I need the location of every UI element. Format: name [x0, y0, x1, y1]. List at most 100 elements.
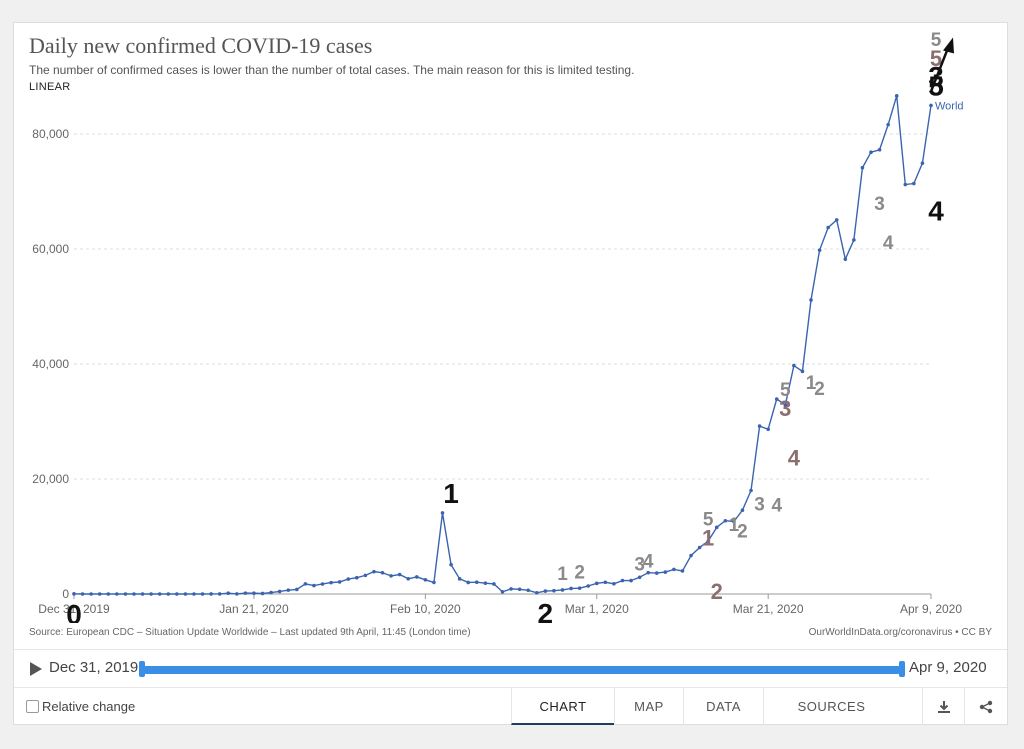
line-chart: 0 20,000 40,000 60,000 80,000 Dec 31, 2019 Jan…: [32, 30, 964, 623]
data-point: [303, 582, 308, 586]
y-tick-label: 40,000: [32, 357, 69, 371]
share-icon[interactable]: [964, 688, 1007, 725]
data-point: [663, 570, 668, 574]
relative-change-checkbox[interactable]: [26, 700, 39, 713]
data-point: [432, 580, 436, 585]
data-point: [235, 592, 239, 596]
timeline-start-handle[interactable]: [139, 661, 145, 677]
data-point: [457, 577, 462, 581]
tab-data[interactable]: DATA: [683, 688, 763, 725]
tab-map[interactable]: MAP: [614, 688, 683, 725]
x-tick-label: Apr 9, 2020: [900, 602, 962, 616]
tab-sources[interactable]: SOURCES: [763, 688, 899, 725]
data-point: [517, 587, 522, 592]
data-point: [929, 103, 933, 108]
annotation-label: 1: [702, 526, 714, 551]
data-point: [466, 580, 471, 585]
data-point: [209, 592, 213, 596]
data-point: [183, 592, 188, 596]
data-point: [586, 584, 590, 588]
timeline-end-label: Apr 9, 2020: [909, 659, 987, 676]
data-point: [757, 424, 762, 428]
data-point: [706, 539, 710, 543]
data-point: [106, 592, 111, 596]
annotation-label: 4: [883, 233, 894, 254]
data-point: [337, 580, 342, 584]
data-point: [483, 581, 488, 585]
credit-link[interactable]: OurWorldInData.org/coronavirus • CC BY: [808, 627, 992, 638]
data-point: [792, 363, 796, 368]
data-point: [834, 218, 839, 222]
series-label-world: World: [935, 100, 964, 112]
data-point: [646, 570, 650, 575]
timeline-start-label: Dec 31, 2019: [49, 659, 139, 676]
data-point: [200, 592, 205, 596]
data-point: [243, 591, 248, 595]
annotation-label: 1: [729, 515, 740, 536]
data-point: [620, 578, 625, 583]
data-point: [629, 578, 633, 583]
timeline-end-handle[interactable]: [899, 661, 905, 677]
data-point: [89, 592, 93, 596]
annotation-label: 2: [814, 379, 825, 400]
data-point: [149, 592, 153, 596]
chart-card: Daily new confirmed COVID-19 cases The n…: [13, 22, 1008, 725]
controls-bar: Relative change CHART MAP DATA SOURCES: [14, 687, 1007, 726]
data-point: [843, 257, 848, 262]
play-icon[interactable]: [30, 662, 42, 676]
y-tick-label: 60,000: [32, 242, 69, 256]
annotation-label: 4: [643, 551, 654, 572]
data-point: [860, 165, 865, 170]
annotation-label: 4: [771, 495, 782, 516]
download-icon[interactable]: [922, 688, 965, 725]
scale-toggle-button[interactable]: LINEAR: [29, 81, 71, 93]
annotation-label: 2: [574, 562, 585, 583]
data-point: [672, 567, 676, 572]
data-point: [774, 397, 779, 401]
data-point: [766, 427, 770, 432]
timeline-track[interactable]: [142, 666, 902, 674]
data-point: [689, 553, 693, 558]
data-point: [509, 587, 513, 591]
data-point: [714, 525, 719, 530]
data-point: [192, 592, 196, 596]
data-point: [783, 403, 788, 407]
annotation-label: 1: [443, 478, 459, 509]
annotation-label: 2: [737, 522, 748, 543]
data-point: [397, 572, 402, 577]
annotation-label: 5: [780, 380, 791, 401]
data-point: [474, 580, 479, 585]
annotation-label: 4: [788, 445, 801, 470]
annotation-label: 2: [538, 598, 554, 623]
data-point: [72, 592, 76, 596]
data-point: [637, 575, 642, 580]
annotation-label: 3: [779, 396, 791, 421]
data-point: [603, 580, 608, 585]
annotation-label: 1: [557, 564, 568, 585]
data-point: [380, 570, 385, 575]
annotation-label: 4: [928, 196, 944, 227]
data-point: [166, 592, 171, 596]
data-point: [389, 574, 393, 578]
data-point: [132, 592, 136, 596]
data-point: [749, 488, 753, 493]
data-point: [852, 238, 856, 242]
data-point: [440, 511, 445, 515]
data-point: [577, 586, 582, 590]
data-point: [346, 577, 351, 581]
relative-change-label[interactable]: Relative change: [42, 699, 136, 714]
data-point: [740, 508, 745, 512]
data-point: [500, 589, 505, 594]
data-point: [552, 588, 556, 593]
data-point: [286, 588, 291, 592]
annotation-label: 5: [931, 30, 942, 51]
y-tick-label: 0: [62, 587, 69, 601]
data-point: [329, 580, 333, 585]
data-point: [569, 586, 573, 591]
chart-title: Daily new confirmed COVID-19 cases: [29, 33, 373, 58]
annotation-label: 3: [874, 194, 885, 215]
tab-chart[interactable]: CHART: [511, 688, 614, 725]
data-point: [415, 575, 419, 579]
data-point: [920, 161, 925, 165]
annotation-arrowhead: [943, 37, 954, 54]
